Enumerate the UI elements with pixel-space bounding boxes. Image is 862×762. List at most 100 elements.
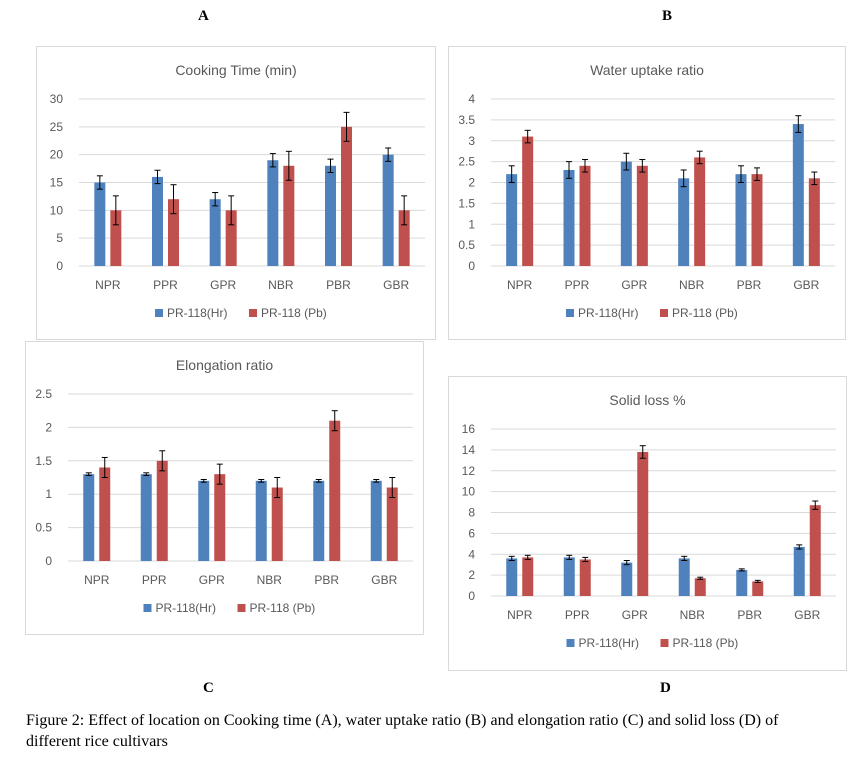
y-tick-label: 16 [462,422,476,436]
bar-series2 [522,136,534,266]
y-tick-label: 1.5 [35,454,52,468]
y-tick-label: 1 [468,217,475,231]
legend-swatch [566,639,575,647]
legend-swatch [566,309,574,317]
y-tick-label: 2 [45,420,52,434]
bar-series2 [110,210,122,266]
bar-series1 [152,176,163,266]
x-tick-label: GPR [621,278,647,292]
y-tick-label: 0 [45,554,52,568]
bar-series2 [271,487,283,561]
x-tick-label: GPR [622,608,648,622]
legend-label: PR-118 (Pb) [673,636,739,650]
bar-series2 [637,451,649,596]
x-tick-label: PPR [142,573,167,587]
x-tick-label: NPR [507,278,533,292]
y-tick-label: 2 [468,568,475,582]
chart-title: Elongation ratio [176,357,274,373]
y-tick-label: 1 [45,487,52,501]
y-tick-label: 0 [56,259,63,273]
bar-series2 [579,165,591,266]
x-tick-label: NBR [257,573,283,587]
legend-swatch [249,309,257,317]
y-tick-label: 8 [468,506,475,520]
bar-series2 [225,210,237,266]
x-tick-label: GBR [794,608,820,622]
bar-series2 [751,174,763,266]
bar-series1 [94,182,106,266]
x-tick-label: PPR [565,608,590,622]
bar-series2 [694,157,706,266]
bar-series2 [283,165,295,266]
bar-series1 [563,557,575,596]
y-tick-label: 20 [50,148,64,162]
bar-series1 [678,558,690,596]
bar-series1 [735,174,747,266]
chart-c-elongation: Elongation ratio 0 0.5 1 1.5 2 2.5 NPR PPR GPR NBR… [25,341,424,635]
x-tick-label: NPR [84,573,110,587]
chart-a-cooking-time: Cooking Time (min) 0 5 10 15 20 25 30 NPR PPR GPR N… [36,46,436,340]
legend-label: PR-118(Hr) [579,636,639,650]
y-tick-label: 3 [468,134,475,148]
bar-series1 [792,124,804,266]
bar-series1 [83,474,95,561]
y-tick-label: 12 [462,464,476,478]
bar-series1 [267,160,279,266]
bar-series2 [329,420,341,561]
bar-series1 [198,480,210,561]
bar-series2 [386,487,398,561]
x-tick-label: NBR [680,608,706,622]
x-tick-label: PBR [314,573,339,587]
bar-series1 [506,558,518,596]
x-tick-label: PBR [326,278,351,292]
legend-swatch [155,309,163,317]
x-tick-label: GBR [793,278,819,292]
y-tick-label: 10 [462,485,476,499]
legend-swatch [660,639,669,647]
bar-series2 [341,126,352,266]
y-tick-label: 25 [50,120,64,134]
legend-label: PR-118 (Pb) [672,306,738,320]
chart-b-water-uptake: Water uptake ratio 0 0.5 1 1.5 2 2.5 3 3.5 4 NPR PP… [448,46,846,340]
bar-series2 [156,460,168,561]
bar-series2 [168,199,179,266]
y-tick-label: 3.5 [458,113,475,127]
legend-swatch [237,604,246,612]
y-tick-label: 1.5 [458,196,475,210]
y-tick-label: 4 [468,92,475,106]
bar-series2 [99,467,111,561]
bar-series1 [736,569,748,596]
bar-series2 [522,557,534,596]
y-tick-label: 4 [468,547,475,561]
x-tick-label: NBR [268,278,294,292]
y-tick-label: 15 [50,176,64,190]
legend-label: PR-118(Hr) [167,306,227,320]
x-tick-label: GPR [199,573,225,587]
panel-label-b: B [662,8,673,24]
y-tick-label: 2 [468,176,475,190]
panel-label-a: A [198,8,209,24]
bar-series2 [214,474,226,561]
x-tick-label: GBR [383,278,409,292]
bar-series2 [809,505,821,596]
x-tick-label: NPR [95,278,121,292]
legend-label: PR-118 (Pb) [261,306,327,320]
x-tick-label: PBR [737,278,762,292]
y-tick-label: 0 [468,589,475,603]
chart-c-svg: Elongation ratio 0 0.5 1 1.5 2 2.5 NPR PPR GPR NBR… [35,357,413,615]
bar-series1 [621,562,633,596]
chart-b-svg: Water uptake ratio 0 0.5 1 1.5 2 2.5 3 3.5 4 NPR PP… [458,62,835,320]
bar-series2 [752,581,764,596]
panel-label-d: D [660,680,671,696]
bar-series1 [506,174,518,266]
chart-title: Cooking Time (min) [175,62,296,78]
chart-title: Water uptake ratio [590,62,704,78]
bar-series1 [563,169,575,266]
y-tick-label: 30 [50,92,64,106]
bar-series1 [313,480,325,561]
y-tick-label: 5 [56,231,63,245]
bar-series1 [255,480,267,561]
bar-series1 [620,161,632,266]
y-tick-label: 2.5 [458,155,475,169]
chart-a-svg: Cooking Time (min) 0 5 10 15 20 25 30 NPR PPR GPR N… [50,62,425,320]
